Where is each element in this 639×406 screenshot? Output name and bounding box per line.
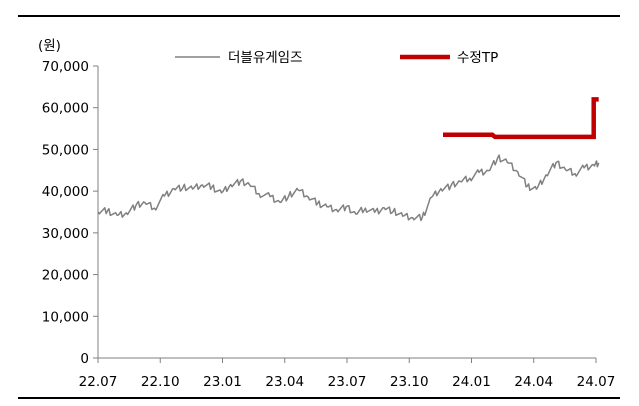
x-tick-label: 23.10 bbox=[390, 374, 429, 390]
x-tick-label: 23.04 bbox=[265, 374, 304, 390]
series-line-target-price bbox=[443, 97, 599, 140]
y-tick-label: 30,000 bbox=[42, 226, 89, 242]
legend: 더블유게임즈 수정TP bbox=[175, 50, 498, 66]
legend-label-stock-price: 더블유게임즈 bbox=[228, 50, 303, 66]
y-tick-label: 20,000 bbox=[42, 268, 89, 284]
y-tick-label: 50,000 bbox=[42, 142, 89, 158]
x-tick-label: 24.01 bbox=[452, 374, 491, 390]
y-tick-label: 0 bbox=[80, 351, 89, 367]
x-tick-label: 23.07 bbox=[328, 374, 367, 390]
x-axis: 22.07 22.10 23.01 23.04 23.07 23.10 24.01 24.04… bbox=[79, 357, 616, 390]
y-axis: 0 10,000 20,000 30,000 40,000 50,000 60,000 70,… bbox=[42, 59, 99, 367]
y-tick-label: 70,000 bbox=[42, 59, 89, 75]
y-tick-label: 10,000 bbox=[42, 309, 89, 325]
x-tick-label: 24.04 bbox=[514, 374, 553, 390]
legend-label-target-price: 수정TP bbox=[457, 50, 498, 66]
y-axis-unit-label: (원) bbox=[38, 38, 61, 54]
x-tick-label: 22.10 bbox=[141, 374, 180, 390]
series-line-stock-price bbox=[97, 154, 600, 222]
y-tick-label: 40,000 bbox=[42, 184, 89, 200]
y-tick-label: 60,000 bbox=[42, 101, 89, 117]
x-tick-label: 22.07 bbox=[79, 374, 118, 390]
x-tick-label: 23.01 bbox=[203, 374, 242, 390]
x-tick-label: 24.07 bbox=[577, 374, 616, 390]
